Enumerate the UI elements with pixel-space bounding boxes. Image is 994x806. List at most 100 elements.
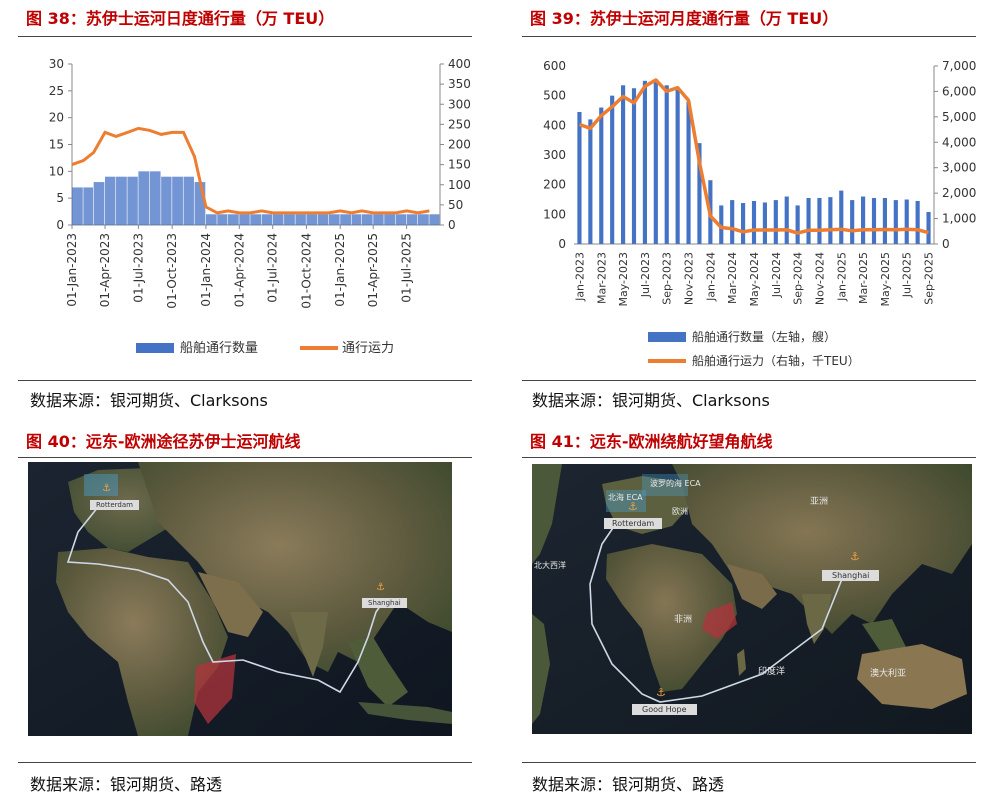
y-left-tick-label: 15: [49, 138, 64, 152]
bar: [250, 214, 262, 225]
bar: [795, 205, 800, 244]
bar: [317, 214, 329, 225]
asia-land: [672, 464, 972, 634]
rotterdam-port-icon: ⚓: [102, 483, 111, 494]
fig41-australia-label: 澳大利亚: [870, 669, 907, 679]
x-tick-label: Jul-2025: [901, 252, 914, 298]
bar: [762, 202, 767, 244]
y-right-tick-label: 7,000: [942, 59, 976, 73]
bar: [127, 176, 138, 225]
bar: [741, 203, 746, 244]
y-left-tick-label: 0: [558, 237, 566, 251]
x-tick-label: May-2024: [748, 252, 761, 307]
y-left-tick-label: 5: [56, 191, 64, 205]
bar: [328, 214, 340, 225]
legend-label-bars: 船舶通行数量: [180, 340, 258, 356]
y-right-tick-label: 1,000: [942, 212, 976, 226]
y-right-tick-label: 200: [448, 138, 471, 152]
bar: [730, 200, 735, 244]
y-left-tick-label: 500: [543, 89, 566, 103]
good-hope-route: [589, 521, 853, 703]
x-tick-label: 01-Jan-2023: [65, 233, 79, 307]
y-left-tick-label: 20: [49, 111, 64, 125]
x-tick-label: Sep-2023: [661, 252, 674, 305]
y-left-tick-label: 400: [543, 118, 566, 132]
y-right-tick-label: 400: [448, 57, 471, 71]
y-left-tick-label: 200: [543, 178, 566, 192]
fig39-title: 图 39：苏伊士运河月度通行量（万 TEU）: [530, 9, 839, 28]
y-left-tick-label: 600: [543, 59, 566, 73]
y-right-tick-label: 300: [448, 97, 471, 111]
bar: [351, 214, 362, 225]
x-tick-label: Mar-2025: [857, 252, 870, 304]
bar: [839, 190, 844, 244]
bar-series: [577, 79, 931, 245]
x-tick-label: 01-Apr-2023: [98, 233, 112, 307]
shanghai-port-icon: ⚓: [376, 582, 385, 593]
bar: [105, 176, 116, 225]
fig38-bottom-rule: [18, 380, 472, 381]
bar: [893, 200, 898, 244]
fig41-north-atlantic-label: 北大西洋: [534, 561, 566, 570]
fig40-top-rule: [18, 457, 472, 458]
suez-route: [66, 501, 384, 694]
fig39-bottom-rule: [522, 380, 976, 381]
bar: [871, 198, 877, 244]
bar: [384, 214, 396, 225]
fig41-good-hope-label: Good Hope: [632, 704, 697, 715]
y-right-tick-label: 0: [942, 237, 950, 251]
bar: [610, 95, 615, 244]
bar: [161, 176, 172, 225]
x-tick-label: Sep-2025: [923, 252, 936, 305]
y-left-tick-label: 25: [49, 84, 64, 98]
bar: [272, 214, 284, 225]
bar: [784, 196, 789, 244]
fig38-top-rule: [18, 36, 472, 37]
x-tick-label: 01-Apr-2025: [366, 233, 380, 307]
y-right-tick-label: 4,000: [942, 135, 976, 149]
bar: [406, 214, 418, 225]
fig41-bottom-rule: [522, 762, 976, 763]
fig41-map: ⚓ ⚓ ⚓ Rotterdam Shanghai Good Hope 北海 EC…: [532, 464, 972, 734]
y-left-tick-label: 0: [56, 218, 64, 232]
fig41-indian-ocean-label: 印度洋: [758, 667, 786, 677]
bar: [828, 197, 833, 244]
legend-swatch-bars: [648, 332, 686, 342]
fig41-europe-label: 欧洲: [672, 507, 688, 516]
bar: [205, 214, 217, 225]
x-tick-label: Nov-2023: [683, 252, 696, 305]
y-right-tick-label: 3,000: [942, 161, 976, 175]
bar: [149, 171, 161, 225]
x-tick-label: Jan-2025: [835, 252, 848, 302]
risk-zone: [194, 654, 236, 724]
australia-land: [857, 644, 967, 709]
bar: [850, 200, 855, 244]
x-tick-label: 01-Jul-2023: [131, 233, 145, 303]
x-tick-label: Nov-2024: [813, 252, 826, 305]
risk-zone: [702, 602, 737, 639]
fig41-africa-label: 非洲: [674, 615, 693, 625]
bar: [306, 214, 318, 225]
fig41-rotterdam-label: Rotterdam: [604, 518, 663, 529]
bar: [429, 214, 440, 225]
fig41-asia-label: 亚洲: [810, 497, 829, 507]
bar: [751, 200, 757, 244]
fig38-source: 数据来源：银河期货、Clarksons: [30, 391, 268, 410]
bar: [577, 111, 582, 244]
bar: [340, 214, 351, 225]
bar: [817, 198, 822, 244]
y-right-tick-label: 350: [448, 77, 471, 91]
bar: [653, 79, 658, 244]
x-tick-label: 01-Oct-2023: [165, 233, 179, 309]
y-right-tick-label: 250: [448, 117, 471, 131]
legend-label-line: 船舶通行运力（右轴，千TEU）: [692, 353, 860, 368]
x-tick-label: Jan-2024: [704, 252, 717, 302]
bar: [227, 214, 239, 225]
bar: [904, 199, 909, 244]
bar: [395, 214, 407, 225]
x-tick-label: 01-Jul-2025: [400, 233, 414, 303]
fig41-north-sea-label: 北海 ECA: [608, 493, 643, 502]
y-right-tick-label: 50: [448, 198, 463, 212]
good-hope-port-icon: ⚓: [656, 686, 666, 699]
fig40-shanghai-label: Shanghai: [362, 598, 407, 608]
